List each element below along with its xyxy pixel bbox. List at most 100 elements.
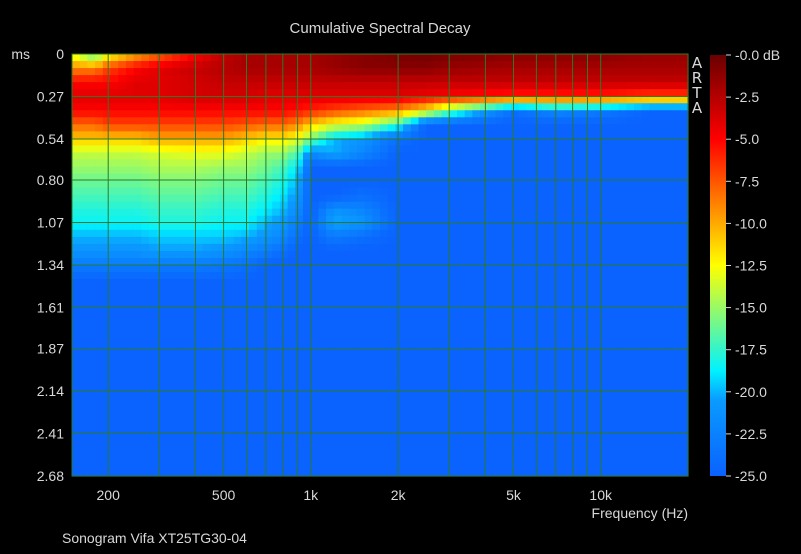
heatmap-cell [541,68,550,76]
heatmap-cell [241,279,250,287]
heatmap-cell [318,454,327,463]
heatmap-cell [333,356,343,365]
heatmap-cell [426,103,435,111]
heatmap-cell [587,440,597,449]
heatmap-cell [580,222,589,231]
heatmap-cell [503,124,512,132]
heatmap-cell [141,82,150,90]
heatmap-cell [487,307,497,315]
heatmap-cell [549,286,558,294]
heatmap-cell [457,349,466,358]
heatmap-cell [510,187,520,196]
heatmap-cell [149,314,158,322]
heatmap-cell [426,173,435,182]
heatmap-cell [634,454,643,463]
heatmap-cell [441,300,450,308]
heatmap-cell [372,257,381,266]
heatmap-cell [618,321,627,329]
heatmap-cell [403,201,412,210]
heatmap-cell [641,54,651,62]
heatmap-cell [195,257,204,266]
heatmap-cell [241,300,250,308]
heatmap-cell [410,180,420,189]
heatmap-cell [364,173,373,182]
heatmap-cell [387,349,396,358]
heatmap-cell [572,110,581,118]
heatmap-cell [618,356,627,365]
heatmap-cell [449,110,458,118]
heatmap-cell [603,419,612,428]
heatmap-cell [611,215,620,224]
heatmap-cell [210,89,219,97]
heatmap-cell [179,243,189,252]
heatmap-cell [495,194,504,203]
heatmap-cell [79,131,88,139]
heatmap-cell [141,440,150,449]
heatmap-cell [426,447,435,456]
heatmap-cell [87,145,96,154]
heatmap-cell [102,314,112,322]
heatmap-cell [672,222,681,231]
heatmap-cell [149,454,158,463]
heatmap-cell [79,321,88,329]
heatmap-cell [272,314,281,322]
heatmap-cell [472,173,481,182]
heatmap-cell [534,370,543,379]
heatmap-cell [426,314,435,322]
heatmap-cell [156,433,165,442]
heatmap-cell [72,229,81,238]
heatmap-cell [318,257,327,266]
heatmap-cell [364,257,373,266]
heatmap-cell [426,138,435,147]
heatmap-cell [95,377,104,386]
heatmap-cell [572,363,581,372]
heatmap-cell [634,279,643,287]
heatmap-cell [680,201,689,210]
heatmap-cell [449,166,458,175]
heatmap-cell [672,265,681,273]
heatmap-cell [641,117,651,125]
heatmap-cell [510,363,520,372]
heatmap-cell [79,391,88,400]
heatmap-cell [210,265,219,273]
heatmap-cell [156,250,165,259]
heatmap-cell [595,468,604,477]
heatmap-cell [426,229,435,238]
heatmap-cell [626,363,635,372]
heatmap-cell [272,454,281,463]
heatmap-cell [441,384,450,393]
heatmap-cell [449,96,458,104]
heatmap-cell [595,124,604,132]
heatmap-cell [249,68,258,76]
heatmap-cell [503,307,512,315]
heatmap-cell [634,187,643,196]
heatmap-cell [318,356,327,365]
heatmap-cell [587,89,597,97]
heatmap-cell [226,328,235,336]
heatmap-cell [102,215,112,224]
heatmap-cell [187,447,196,456]
heatmap-cell [364,138,373,147]
heatmap-cell [295,335,304,343]
heatmap-cell [580,215,589,224]
heatmap-cell [303,110,312,118]
heatmap-cell [387,201,396,210]
heatmap-cell [534,145,543,154]
heatmap-cell [287,96,296,104]
heatmap-cell [326,75,335,83]
heatmap-cell [611,54,620,62]
heatmap-cell [418,243,427,252]
heatmap-cell [187,152,196,161]
heatmap-cell [233,54,242,62]
heatmap-cell [518,117,527,125]
heatmap-cell [118,307,127,315]
heatmap-cell [179,286,189,294]
heatmap-cell [410,363,420,372]
heatmap-cell [403,173,412,182]
heatmap-cell [387,433,396,442]
heatmap-cell [664,272,674,280]
heatmap-cell [95,370,104,379]
heatmap-cell [464,370,473,379]
heatmap-cell [256,180,266,189]
heatmap-cell [172,342,181,350]
